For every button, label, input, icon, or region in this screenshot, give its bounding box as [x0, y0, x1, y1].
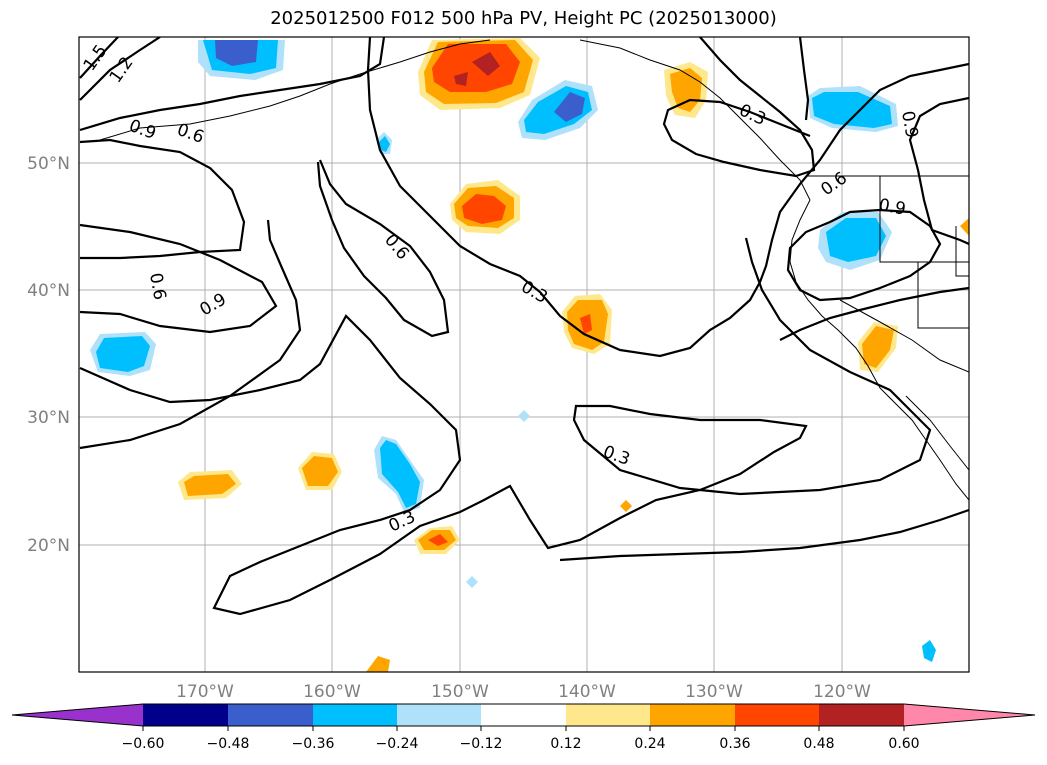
height-contours: [79, 37, 969, 616]
colorbar-tick-label: 0.36: [719, 736, 750, 752]
lon-label: 170°W: [176, 682, 234, 702]
pv-anomaly-fills: [90, 38, 969, 672]
colorbar-segment: [481, 704, 566, 726]
colorbar-tick-label: 0.24: [634, 736, 665, 752]
lon-label: 140°W: [558, 682, 616, 702]
colorbar-tick-label: −0.48: [207, 736, 250, 752]
colorbar-tick-label: −0.60: [122, 736, 165, 752]
colorbar-segment: [735, 704, 819, 726]
map-title: 2025012500 F012 500 hPa PV, Height PC (2…: [270, 8, 777, 29]
contour-label: 0.6: [145, 271, 169, 301]
colorbar-segment: [819, 704, 904, 726]
colorbar-segment: [566, 704, 650, 726]
lon-label: 130°W: [685, 682, 743, 702]
contour-label: 0.9: [897, 109, 921, 139]
colorbar-tick-label: −0.36: [292, 736, 335, 752]
colorbar-segment: [397, 704, 481, 726]
colorbar-segment: [313, 704, 397, 726]
lon-label: 160°W: [303, 682, 361, 702]
colorbar-tick-label: 0.48: [803, 736, 834, 752]
latitude-labels: 50°N 40°N 30°N 20°N: [27, 154, 70, 556]
longitude-labels: 170°W 160°W 150°W 140°W 130°W 120°W: [176, 682, 871, 702]
contour-label: 0.9: [877, 195, 907, 219]
map-panel: [79, 37, 969, 672]
colorbar: −0.60 −0.48 −0.36 −0.24 −0.12 0.12 0.24 …: [11, 703, 1036, 752]
colorbar-segment: [228, 704, 313, 726]
lat-label: 50°N: [27, 154, 70, 174]
colorbar-tick-label: 0.12: [550, 736, 581, 752]
colorbar-tick-label: −0.12: [460, 736, 503, 752]
lat-label: 30°N: [27, 408, 70, 428]
colorbar-segment: [650, 704, 735, 726]
colorbar-arrow-left: [12, 704, 143, 726]
lon-label: 120°W: [813, 682, 871, 702]
colorbar-tick-label: −0.24: [376, 736, 419, 752]
colorbar-segment: [143, 704, 228, 726]
colorbar-arrow-right: [904, 704, 1035, 726]
lat-label: 20°N: [27, 536, 70, 556]
coastlines: [99, 39, 969, 501]
colorbar-tick-label: 0.60: [888, 736, 919, 752]
lon-label: 150°W: [431, 682, 489, 702]
map-frame: [78, 36, 970, 673]
lat-label: 40°N: [27, 281, 70, 301]
